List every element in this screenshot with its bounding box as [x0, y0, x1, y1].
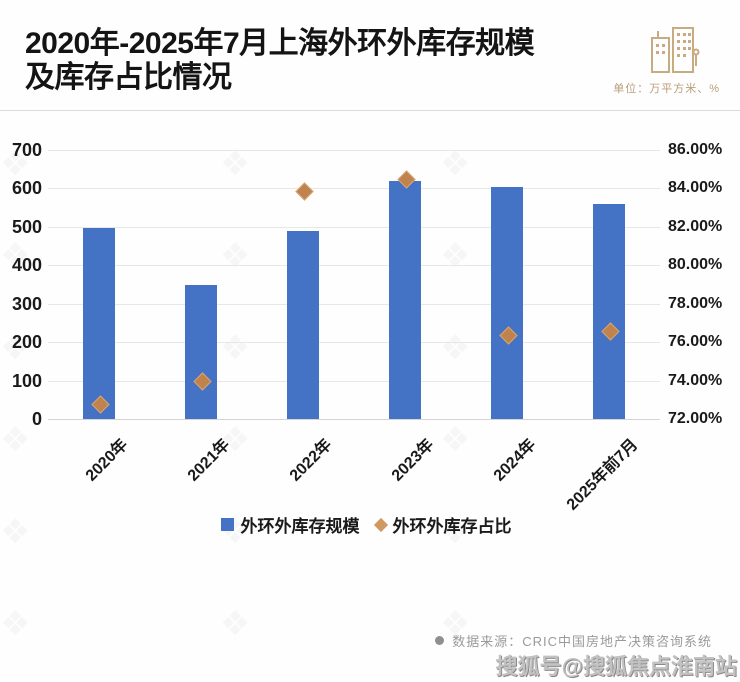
gridline [48, 265, 660, 267]
legend-item: 外环外库存占比 [373, 512, 512, 537]
y-axis-tick-right: 78.00% [668, 294, 723, 312]
watermark-text: 搜狐号@搜狐焦点淮南站 [495, 654, 737, 679]
building-icon [651, 27, 700, 73]
y-axis-tick-left: 300 [11, 293, 42, 314]
x-axis-tick: 2022年 [286, 436, 336, 485]
gridline [48, 188, 660, 190]
legend-item: 外环外库存规模 [220, 512, 360, 537]
y-axis-tick-left: 200 [11, 332, 42, 353]
chart-legend: 外环外库存规模 外环外库存占比 [0, 512, 732, 537]
unit-label: 单位：万平方米、% [613, 83, 720, 95]
y-axis-tick-left: 700 [11, 140, 42, 160]
y-axis-tick-right: 80.00% [668, 256, 723, 274]
y-axis-tick-left: 0 [31, 409, 42, 429]
gridline [48, 342, 660, 344]
page-title-line1: 2020年-2025年7月上海外环外库存规模 [25, 27, 535, 60]
x-axis-tick: 2024年 [490, 436, 540, 485]
x-axis-tick: 2020年 [82, 436, 132, 485]
inventory-bar [491, 186, 523, 419]
gridline [48, 303, 660, 305]
inventory-bar [83, 228, 115, 419]
legend-label: 外环外库存占比 [392, 517, 512, 536]
y-axis-tick-right: 86.00% [668, 141, 723, 158]
bullet-icon [435, 636, 445, 645]
inventory-bar [287, 231, 319, 419]
y-axis-tick-right: 76.00% [668, 333, 723, 351]
inventory-bar [389, 180, 421, 419]
gridline [48, 380, 660, 382]
ratio-diamond-marker [294, 182, 314, 201]
header-divider [0, 110, 740, 111]
gridline [48, 419, 660, 420]
y-axis-tick-right: 84.00% [668, 179, 723, 197]
page-title-line2: 及库存占比情况 [25, 61, 232, 94]
x-axis-tick: 2021年 [184, 436, 234, 485]
legend-label: 外环外库存规模 [240, 517, 360, 536]
y-axis-tick-left: 500 [11, 216, 42, 237]
y-axis-tick-left: 600 [11, 178, 42, 199]
y-axis-tick-left: 400 [11, 255, 42, 276]
source-note: 数据来源：CRIC中国房地产决策咨询系统 [435, 631, 712, 650]
legend-diamond-icon [373, 517, 388, 532]
y-axis-tick-right: 72.00% [668, 410, 723, 427]
x-axis-tick: 2023年 [388, 436, 438, 485]
source-text: 数据来源：CRIC中国房地产决策咨询系统 [452, 634, 712, 649]
y-axis-tick-left: 100 [11, 370, 42, 391]
gridline [48, 150, 660, 151]
legend-square-icon [220, 518, 234, 531]
gridline [48, 226, 660, 228]
inventory-bar [185, 284, 217, 419]
plot-area [48, 150, 660, 420]
inventory-bar [593, 203, 625, 419]
x-axis-tick: 2025年前7月 [563, 436, 642, 514]
y-axis-tick-right: 74.00% [668, 371, 723, 389]
y-axis-tick-right: 82.00% [668, 217, 723, 235]
